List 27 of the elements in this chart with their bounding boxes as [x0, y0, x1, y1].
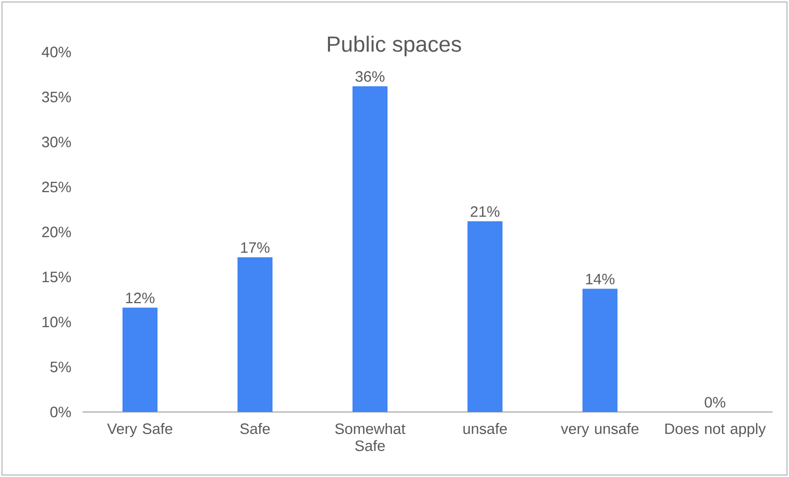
data-label: 12% [126, 292, 154, 304]
data-label: 36% [356, 71, 384, 82]
data-label: 0% [704, 396, 726, 408]
data-label: 17% [241, 242, 270, 253]
x-tick-label: Very Safe [107, 423, 172, 438]
x-tick-label: very unsafe [560, 423, 639, 438]
data-label: 14% [586, 274, 614, 284]
chart-title: Public spaces [328, 36, 462, 56]
bar [582, 288, 618, 412]
x-tick-label: unsafe [463, 423, 507, 434]
y-tick-label: 5% [50, 362, 71, 372]
y-tick-label: 30% [42, 136, 71, 148]
y-tick-label: 10% [42, 316, 71, 328]
y-tick-label: 0% [50, 406, 71, 418]
bar [352, 86, 388, 412]
x-tick-label: Safe [240, 423, 270, 434]
bar [238, 257, 273, 412]
x-tick-label: Somewhat Safe [335, 423, 406, 452]
x-tick-label: Does not apply [665, 423, 766, 438]
bar [468, 221, 502, 412]
y-tick-label: 20% [42, 226, 71, 238]
y-tick-label: 35% [42, 92, 71, 102]
y-tick-label: 40% [42, 46, 71, 58]
y-tick-label: 25% [42, 182, 71, 192]
data-label: 21% [470, 206, 500, 217]
bar [122, 308, 158, 412]
y-tick-label: 15% [42, 272, 71, 282]
